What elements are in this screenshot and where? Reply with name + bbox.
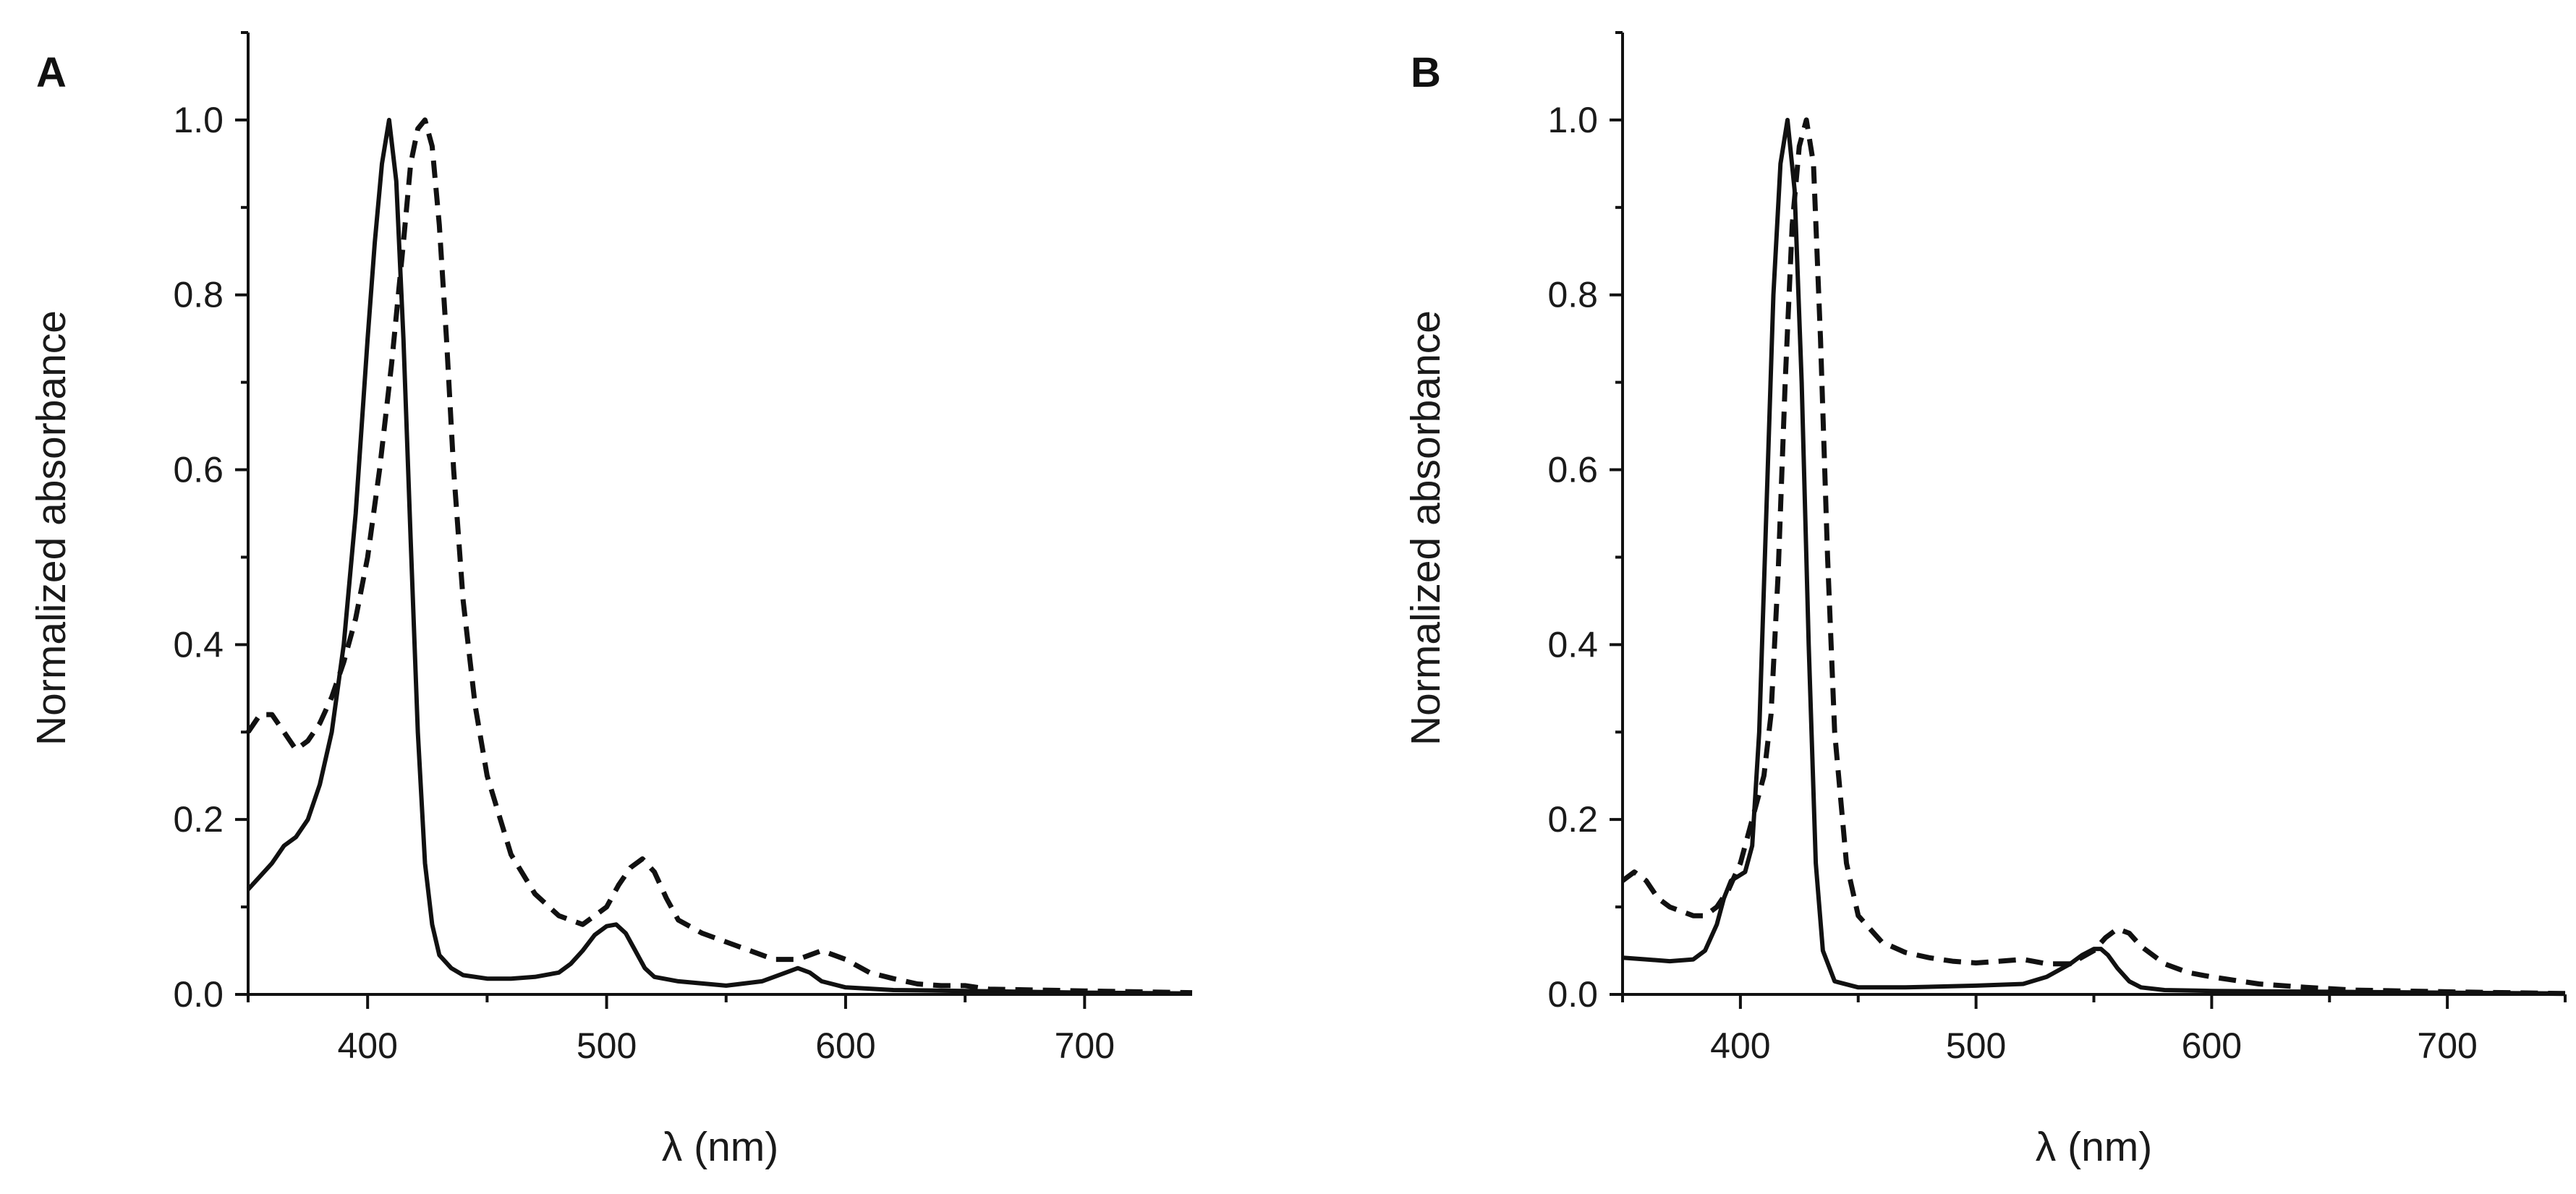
panel-b: 0.0 0.2 0.4 0.6 0.8 1.0 400 500 600 700 λ (nm) Norm…	[1403, 31, 2567, 1170]
y-tick-label: 0.0	[173, 974, 224, 1015]
x-axis-title: λ (nm)	[662, 1124, 778, 1170]
y-tick-label: 0.8	[173, 275, 224, 315]
y-tick-label: 0.8	[1547, 275, 1598, 315]
y-tick-label: 0.6	[173, 450, 224, 490]
y-tick-label: 0.6	[1547, 450, 1598, 490]
x-tick-label: 600	[2182, 1025, 2242, 1066]
series-line-dashed	[246, 117, 1193, 996]
x-tick-label: 500	[577, 1025, 637, 1066]
series-line-dashed	[1620, 117, 2566, 997]
series-line-solid	[1622, 117, 2566, 996]
y-tick-label: 1.0	[1547, 100, 1598, 140]
x-axis-title: λ (nm)	[2036, 1124, 2152, 1170]
y-tick-label: 0.4	[1547, 624, 1598, 665]
panel-label: B	[1411, 49, 1441, 96]
x-tick-label: 400	[1710, 1025, 1770, 1066]
y-axis-title: Normalized absorbance	[28, 310, 75, 746]
y-axis-title: Normalized absorbance	[1403, 310, 1449, 746]
x-tick-label: 600	[815, 1025, 875, 1066]
y-tick-label: 0.2	[1547, 799, 1598, 840]
x-tick-label: 500	[1946, 1025, 2006, 1066]
panel-a: 0.0 0.2 0.4 0.6 0.8 1.0 400 500 600 700 λ (nm) Norm…	[28, 31, 1193, 1170]
series-line-solid	[246, 117, 1193, 996]
x-tick-label: 700	[1055, 1025, 1115, 1066]
y-tick-label: 0.2	[173, 799, 224, 840]
y-tick-label: 1.0	[173, 100, 224, 140]
x-tick-label: 400	[337, 1025, 397, 1066]
panel-label: A	[36, 49, 67, 96]
y-tick-label: 0.4	[173, 624, 224, 665]
y-tick-label: 0.0	[1547, 974, 1598, 1015]
x-tick-label: 700	[2417, 1025, 2477, 1066]
